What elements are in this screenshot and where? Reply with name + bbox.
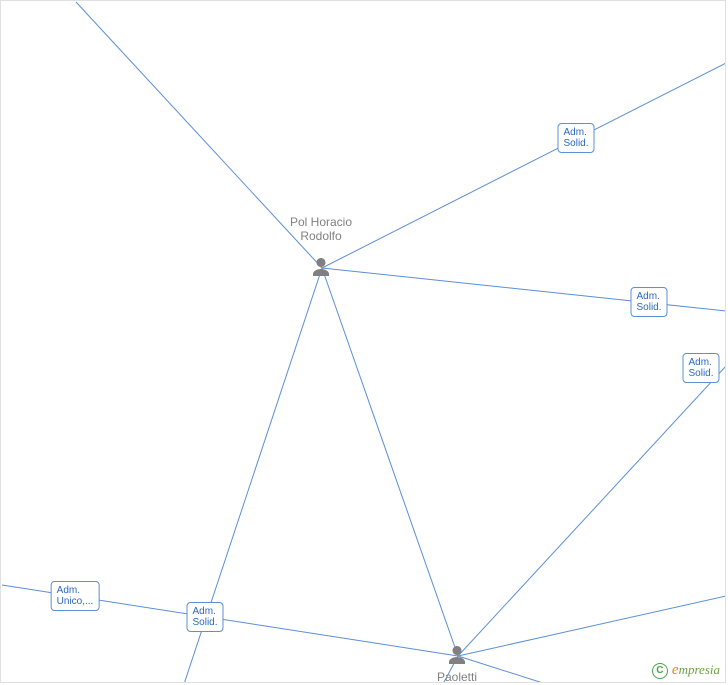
watermark: C empresia (652, 662, 720, 679)
brand-label: empresia (672, 662, 720, 679)
relationship-badge[interactable]: Adm. Solid. (557, 123, 594, 153)
copyright-icon: C (652, 663, 668, 679)
relationship-badge[interactable]: Adm. Solid. (630, 287, 667, 317)
graph-edge (458, 596, 725, 656)
relationship-badge[interactable]: Adm. Solid. (682, 353, 719, 383)
graph-edge (322, 63, 725, 268)
node-label: Paoletti (437, 670, 477, 684)
graph-edge (76, 2, 322, 268)
person-icon[interactable] (445, 643, 469, 667)
relationship-badge[interactable]: Adm. Solid. (186, 602, 223, 632)
graph-edges (1, 1, 725, 682)
node-label: Pol Horacio Rodolfo (290, 215, 352, 243)
relationship-badge[interactable]: Adm. Unico,... (51, 581, 100, 611)
graph-edge (322, 268, 458, 656)
person-icon[interactable] (309, 255, 333, 279)
graph-edge (458, 366, 725, 656)
